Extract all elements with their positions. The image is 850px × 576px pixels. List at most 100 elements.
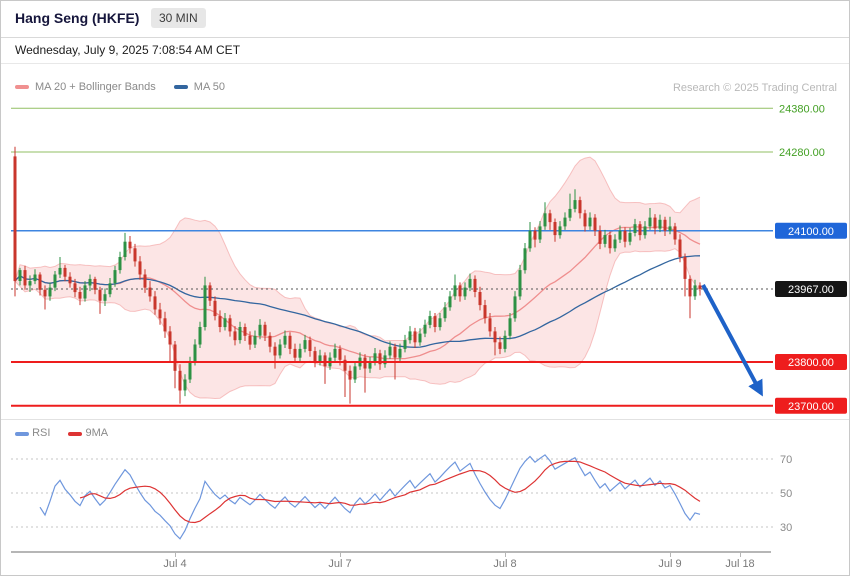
x-axis-label-jul-9: Jul 9 — [658, 558, 682, 570]
candle-body — [18, 270, 22, 281]
legend-item-ma50: MA 50 — [173, 81, 225, 93]
candle-body — [223, 318, 227, 328]
candle-body — [458, 285, 462, 297]
candle-body — [43, 289, 47, 297]
x-axis-label-jul-8: Jul 8 — [493, 558, 517, 570]
candle-body — [463, 287, 467, 297]
rsi-9ma-swatch — [68, 432, 83, 436]
candle-body — [263, 324, 267, 336]
candle-body — [428, 316, 432, 325]
price-chart-canvas[interactable]: 24380.00 24280.00 24100.00 23967.00 23800.00… — [1, 97, 850, 419]
trend-arrow — [701, 284, 763, 397]
level-label-24280.00: 24280.00 — [779, 147, 825, 159]
level-badge-label-24100.00: 24100.00 — [788, 226, 834, 238]
candle-body — [253, 335, 257, 345]
candle-body — [648, 217, 652, 227]
candle-body — [13, 156, 17, 282]
candle-body — [498, 342, 502, 349]
candle-body — [33, 274, 37, 282]
candle-body — [38, 274, 42, 290]
attribution-text: Research © 2025 Trading Central — [672, 82, 837, 94]
candle-body — [418, 333, 422, 343]
x-axis-label-jul-18: Jul 18 — [725, 558, 755, 570]
candle-body — [533, 230, 537, 240]
candle-body — [493, 331, 497, 343]
datetime-bar: Wednesday, July 9, 2025 7:08:54 AM CET — [1, 37, 849, 64]
legend-item-rsi: RSI — [15, 427, 50, 439]
candle-body — [113, 270, 117, 284]
candle-body — [153, 296, 157, 310]
candle-body — [508, 318, 512, 336]
x-axis-tick — [740, 553, 741, 557]
candle-body — [318, 355, 322, 362]
candle-body — [348, 370, 352, 380]
candle-body — [638, 224, 642, 236]
candle-body — [193, 344, 197, 362]
candle-body — [583, 213, 587, 227]
level-badge-label-23800.00: 23800.00 — [788, 357, 834, 369]
candle-body — [478, 292, 482, 306]
candle-body — [323, 355, 327, 367]
candle-body — [228, 318, 232, 332]
candle-body — [658, 219, 662, 229]
candle-body — [168, 331, 172, 345]
candle-body — [258, 324, 262, 336]
candle-body — [618, 230, 622, 240]
candle-body — [473, 278, 477, 292]
candle-body — [188, 362, 192, 380]
candle-body — [563, 217, 567, 227]
candle-body — [278, 344, 282, 356]
level-badge-label-23967.00: 23967.00 — [788, 284, 834, 296]
candle-body — [488, 318, 492, 332]
candle-body — [578, 200, 582, 214]
timeframe-badge: 30 MIN — [151, 8, 206, 28]
candle-body — [663, 219, 667, 231]
candle-body — [308, 340, 312, 351]
legend-main: MA 20 + Bollinger Bands MA 50 — [15, 81, 225, 93]
candle-body — [273, 346, 277, 356]
candle-body — [208, 285, 212, 301]
header: Hang Seng (HKFE) 30 MIN — [1, 1, 849, 38]
candle-body — [448, 296, 452, 308]
candle-body — [608, 235, 612, 249]
candle-body — [303, 340, 307, 349]
candle-body — [528, 230, 532, 249]
candle-body — [398, 348, 402, 358]
level-badge-label-23700.00: 23700.00 — [788, 401, 834, 413]
candle-body — [383, 355, 387, 365]
legend-label-9ma: 9MA — [85, 427, 109, 439]
candle-body — [63, 267, 67, 277]
candle-body — [133, 248, 137, 262]
candle-body — [128, 241, 132, 249]
rsi-tick-label-50: 50 — [780, 488, 792, 500]
rsi-line — [39, 454, 701, 540]
candle-body — [653, 217, 657, 229]
candle-body — [568, 208, 572, 218]
candle-body — [58, 267, 62, 275]
candle-body — [678, 239, 682, 257]
candle-body — [163, 318, 167, 332]
ma20-bollinger-swatch — [15, 85, 29, 89]
x-axis-label-jul-4: Jul 4 — [163, 558, 187, 570]
legend-rsi: RSI 9MA — [1, 419, 849, 445]
candle-body — [503, 335, 507, 349]
candle-body — [553, 222, 557, 236]
level-badge-24100.00 — [775, 222, 847, 239]
rsi-chart-canvas[interactable]: 70 50 30 — [1, 445, 850, 545]
candle-body — [243, 327, 247, 336]
candle-body — [28, 281, 32, 286]
candle-body — [613, 239, 617, 249]
candle-body — [388, 346, 392, 356]
candle-body — [603, 235, 607, 244]
candle-body — [283, 335, 287, 345]
level-badge-23967.00 — [775, 280, 847, 297]
candle-body — [573, 200, 577, 209]
x-axis-tick — [340, 553, 341, 557]
candle-body — [78, 292, 82, 299]
rsi-tick-label-70: 70 — [780, 454, 792, 466]
candle-body — [683, 257, 687, 279]
candle-body — [598, 230, 602, 244]
legend-item-9ma: 9MA — [68, 427, 108, 439]
candle-body — [268, 335, 272, 347]
